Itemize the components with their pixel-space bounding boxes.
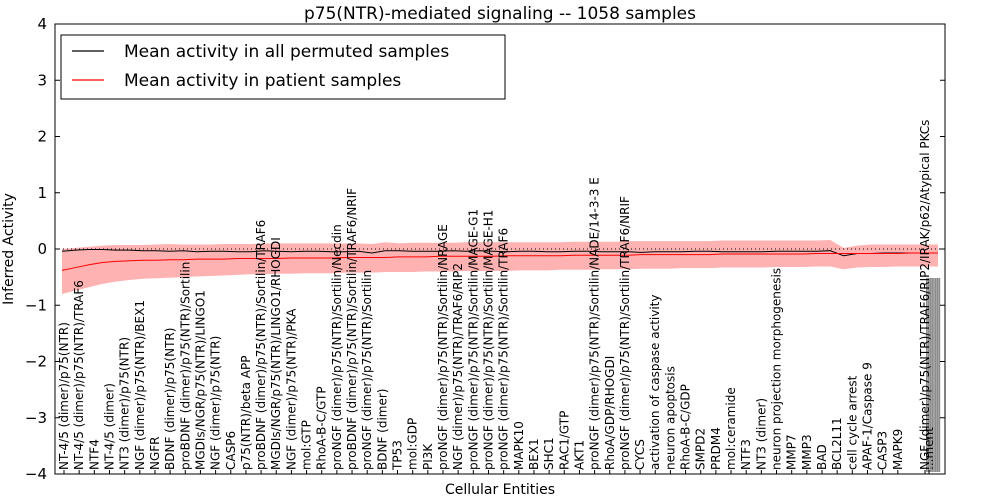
- x-tick-label: BCL2L11: [830, 417, 844, 470]
- x-tick-label: RhoA-B-C/GTP: [315, 386, 329, 470]
- x-tick-label-cluster-mark: [931, 278, 933, 472]
- x-tick-label: NT-4/5 (dimer): [103, 383, 117, 470]
- series-layer: [61, 249, 938, 271]
- confidence-band-layer: [62, 240, 938, 294]
- x-tick-label: CASP6: [224, 431, 238, 470]
- x-tick-label: BDNF (dimer): [375, 389, 389, 471]
- x-tick-label: RhoA/GDP/RHOGDI: [603, 356, 617, 470]
- x-tick-label: NGF (dimer)/p75(NTR): [209, 336, 223, 470]
- legend-label: Mean activity in patient samples: [124, 71, 401, 91]
- x-tick-label: PI3K: [421, 443, 435, 470]
- x-tick-label: SMPD2: [694, 428, 708, 470]
- y-tick-label: 3: [37, 71, 47, 89]
- patient-activity-band: [62, 240, 938, 294]
- x-tick-label: neuron projection morphogenesis: [770, 268, 784, 470]
- x-tick-label: NT3 (dimer)/p75(NTR): [118, 337, 132, 470]
- x-tick-label: mol:GTP: [300, 420, 314, 470]
- x-tick-label: NTF4: [87, 439, 101, 470]
- x-tick-label: neuron apoptosis: [663, 366, 677, 470]
- y-axis-label: Inferred Activity: [1, 193, 17, 305]
- x-tick-label-cluster-mark: [926, 278, 928, 472]
- x-tick-label: mol:GDP: [406, 418, 420, 470]
- y-tick-label: 0: [37, 240, 47, 258]
- legend: Mean activity in all permuted samples Mea…: [60, 34, 506, 100]
- x-tick-label-cluster-mark: [927, 278, 930, 472]
- x-tick-label: NGFR: [148, 436, 162, 470]
- x-tick-label-cluster-mark: [935, 278, 937, 472]
- chart-title: p75(NTR)-mediated signaling -- 1058 samp…: [304, 4, 696, 24]
- x-tick-label: NT-4/5 (dimer)/p75(NTR): [57, 322, 71, 470]
- x-tick-label: BAD: [815, 444, 829, 470]
- x-tick-label: proNGF (dimer)/p75(NTR)/Sortilin/TRAF6/N…: [618, 196, 632, 470]
- y-tick-label: 4: [37, 15, 47, 33]
- y-tick-label: −3: [25, 409, 47, 427]
- x-tick-label: PRDM4: [709, 427, 723, 470]
- x-tick-label: proNGF (dimer)/p75(NTR)/Sortilin/NADE/14…: [588, 177, 602, 470]
- x-tick-label: SHC1: [542, 437, 556, 470]
- x-tick-label: proNGF (dimer)/p75(NTR)/Sortilin/Necdin: [330, 224, 344, 470]
- x-axis: NT-4/5 (dimer)/p75(NTR) NT-4/5 (dimer)/p7…: [57, 120, 941, 474]
- series-line-permuted: [61, 249, 938, 257]
- y-tick-label: −4: [25, 465, 47, 483]
- x-tick-label: ...ment: [922, 427, 936, 470]
- y-tick-label: −1: [25, 296, 47, 314]
- x-tick-label: proBDNF (dimer)/p75(NTR)/Sortilin/TRAF6/…: [345, 188, 359, 470]
- x-tick-label: MGDIs/NGR/p75(NTR)/LINGO1: [193, 290, 207, 470]
- x-tick-label: TP53: [391, 440, 405, 471]
- x-tick-label: proBDNF (dimer)/p75(NTR)/Sortilin: [178, 262, 192, 470]
- x-tick-label: AKT1: [572, 440, 586, 470]
- x-tick-label: CASP3: [876, 431, 890, 470]
- x-tick-label: mol:ceramide: [724, 387, 738, 470]
- x-tick-label: activation of caspase activity: [648, 295, 662, 470]
- x-tick-label: CYCS: [633, 439, 647, 470]
- x-tick-label: proNGF (dimer)/p75(NTR)/Sortilin: [360, 270, 374, 470]
- x-tick-label: RhoA-B-C/GDP: [679, 384, 693, 470]
- x-tick-label: APAF-1/Caspase 9: [861, 362, 875, 470]
- y-tick-label: −2: [25, 353, 47, 371]
- x-tick-label: proNGF (dimer)/p75(NTR)/Sortilin/NRAGE: [436, 224, 450, 470]
- x-tick-label: proNGF (dimer)/p75(NTR)/Sortilin/MAGE-H1: [482, 210, 496, 470]
- x-tick-label: proNGF (dimer)/p75(NTR)/Sortilin/MAGE-G1: [466, 209, 480, 470]
- series-line-patient: [61, 252, 938, 271]
- x-tick-label: BEX1: [527, 438, 541, 470]
- y-tick-label: 1: [37, 184, 47, 202]
- x-tick-label: NT-4/5 (dimer)/p75(NTR)/TRAF6: [72, 280, 86, 470]
- y-axis: 4 3 2 1 0 −1 −2 −3 −4: [25, 15, 945, 483]
- x-tick-label: RAC1/GTP: [557, 411, 571, 470]
- x-tick-label-cluster-mark: [933, 278, 935, 472]
- x-tick-label: cell cycle arrest: [845, 375, 859, 470]
- x-tick-label: BDNF (dimer)/p75(NTR): [163, 328, 177, 470]
- x-tick-label: MGDIs/NGR/p75(NTR)/LINGO1/RHOGDI: [269, 237, 283, 470]
- x-tick-label-cluster-mark: [929, 278, 932, 472]
- x-tick-label: MAPK9: [891, 429, 905, 470]
- x-tick-label: NTF3: [739, 439, 753, 470]
- x-tick-label: NGF (dimer)/p75(NTR)/PKA: [284, 308, 298, 470]
- x-tick-label: NGF (dimer)/p75(NTR)/TRAF6/RIP2: [451, 263, 465, 470]
- x-tick-label: MMP7: [785, 434, 799, 470]
- x-tick-label: MMP3: [800, 434, 814, 470]
- x-tick-label: p75(NTR)/beta APP: [239, 356, 253, 471]
- x-tick-label: NT3 (dimer): [754, 398, 768, 470]
- x-tick-label: proNGF (dimer)/p75(NTR)/Sortilin/TRAF6: [497, 228, 511, 470]
- x-tick-label-cluster-mark: [936, 278, 939, 472]
- x-tick-label: MAPK10: [512, 421, 526, 470]
- legend-box: [60, 34, 506, 100]
- x-tick-label-cluster-mark: [938, 278, 941, 472]
- x-tick-label: NGF (dimer)/p75(NTR)/BEX1: [133, 300, 147, 470]
- x-tick-label: NGF (dimer)/p75(NTR)/TRAF6/RIP2/IRAK/p62…: [918, 120, 932, 470]
- x-tick-label: proBDNF (dimer)/p75(NTR)/Sortilin/TRAF6: [254, 220, 268, 470]
- y-tick-label: 2: [37, 128, 47, 146]
- legend-label: Mean activity in all permuted samples: [124, 42, 449, 62]
- x-axis-label: Cellular Entities: [445, 482, 555, 498]
